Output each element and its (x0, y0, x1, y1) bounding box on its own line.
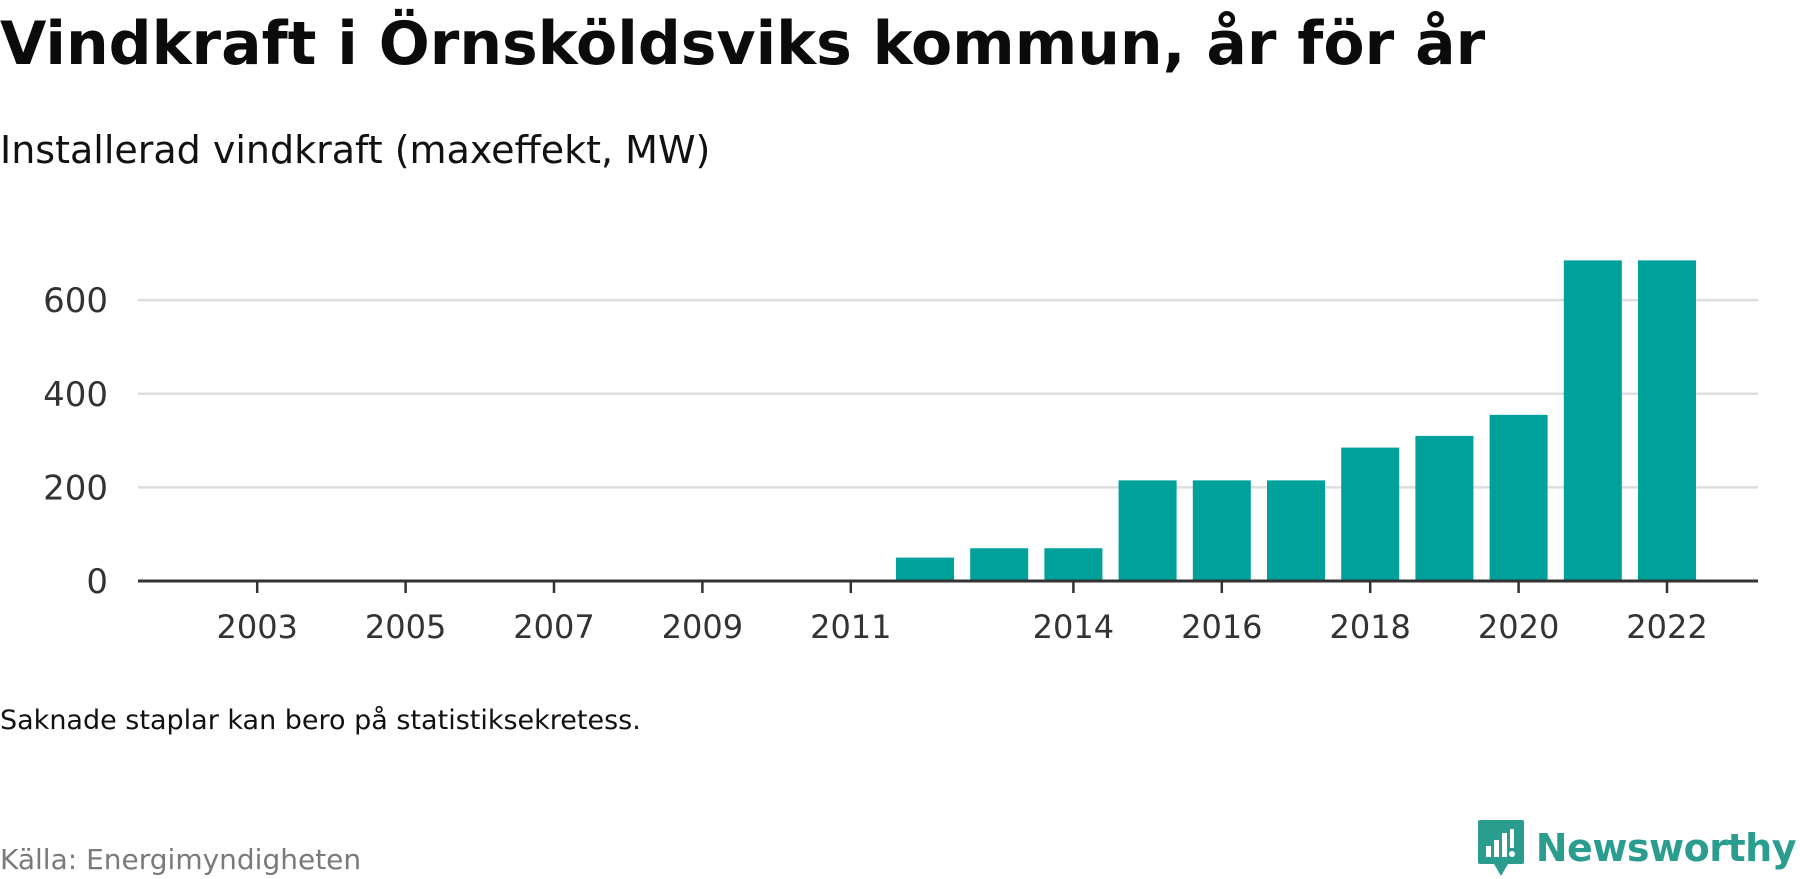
chart-title: Vindkraft i Örnsköldsviks kommun, år för… (0, 9, 1486, 79)
axes (138, 579, 1758, 593)
bar-chart: 0 200 400 600 2003 2005 2007 2009 2011 2014 2016 20… (43, 260, 1758, 646)
x-tick-label: 2016 (1181, 608, 1262, 646)
x-tick-label: 2009 (662, 608, 743, 646)
bar-2012 (896, 557, 954, 581)
bar-2013 (970, 548, 1029, 581)
x-tick-label: 2014 (1033, 608, 1114, 646)
bar-2017 (1267, 480, 1325, 581)
newsworthy-logo-icon (1477, 820, 1524, 876)
bar-2018 (1341, 447, 1400, 581)
bar-2021 (1563, 260, 1622, 581)
x-tick-label: 2003 (216, 608, 297, 646)
brand-name: Newsworthy (1535, 826, 1797, 870)
gridlines (138, 298, 1758, 489)
bar-2015 (1118, 480, 1177, 581)
source-label: Källa: Energimyndigheten (0, 843, 362, 876)
y-tick-label: 600 (43, 281, 108, 321)
y-tick-label: 0 (86, 562, 108, 602)
x-tick-label: 2011 (810, 608, 891, 646)
x-tick-label: 2018 (1329, 608, 1410, 646)
chart-note: Saknade staplar kan bero på statistiksek… (0, 705, 641, 736)
y-tick-label: 400 (43, 375, 108, 415)
y-tick-label: 200 (43, 468, 108, 508)
x-tick-label: 2022 (1626, 608, 1707, 646)
bar-2016 (1192, 480, 1251, 581)
brand-logo[interactable]: Newsworthy (1476, 818, 1797, 878)
bars (896, 260, 1696, 581)
x-tick-label: 2005 (365, 608, 446, 646)
tick-labels: 0 200 400 600 2003 2005 2007 2009 2011 2014 2016 20… (43, 281, 1708, 646)
bar-2014 (1044, 548, 1103, 581)
x-tick-label: 2020 (1478, 608, 1559, 646)
x-tick-label: 2007 (513, 608, 594, 646)
bar-2020 (1489, 414, 1548, 581)
bar-2019 (1415, 435, 1474, 581)
bar-2022 (1638, 260, 1696, 581)
chart-subtitle: Installerad vindkraft (maxeffekt, MW) (0, 128, 711, 172)
